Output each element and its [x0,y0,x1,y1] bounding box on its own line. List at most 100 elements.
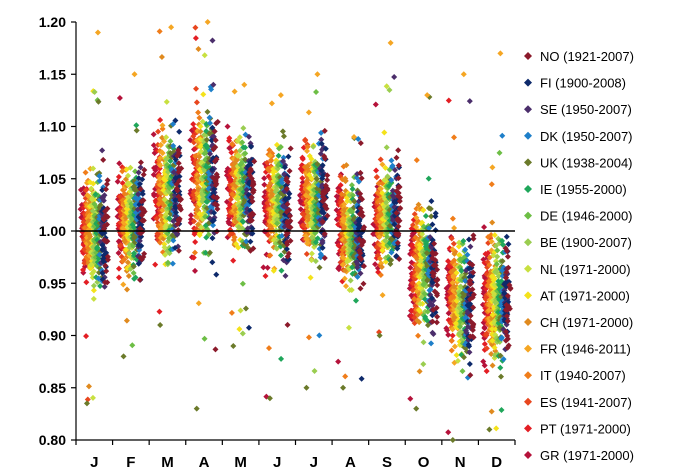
data-point [428,213,435,220]
data-point [176,128,183,135]
data-point [379,161,386,168]
data-point [337,182,344,189]
data-point [203,234,210,241]
data-point-outlier [407,395,414,402]
data-point [341,275,348,282]
data-point [410,251,417,258]
data-point [393,154,400,161]
data-point [239,139,246,146]
data-point [176,215,183,222]
data-point [90,295,97,302]
data-point [432,210,439,217]
legend-label: NL (1971-2000) [540,262,631,277]
data-point [341,201,348,208]
legend-label: FI (1900-2008) [540,76,626,91]
y-tick-label: 1.15 [39,66,66,82]
data-point [497,373,504,380]
data-point [287,145,294,152]
data-point [141,167,148,174]
data-point [124,191,131,198]
data-point [457,256,464,263]
data-point [224,123,231,130]
data-point [157,117,164,124]
data-point [210,193,217,200]
data-point [175,247,182,254]
y-tick-label: 0.90 [39,328,66,344]
data-point [240,144,247,151]
data-point [396,255,403,262]
data-point [135,169,142,176]
data-point [297,197,304,204]
data-point-outlier [89,394,96,401]
data-point [480,358,487,365]
data-point [321,230,328,237]
data-point [214,118,221,125]
data-point [310,143,317,150]
data-point [335,266,342,273]
data-point [233,241,240,248]
data-point [462,246,469,253]
data-point [140,171,147,178]
data-point [470,269,477,276]
data-point [428,198,435,205]
data-point [236,134,243,141]
data-point [453,269,460,276]
data-point [80,266,87,273]
data-point [460,354,467,361]
data-point [489,219,496,226]
data-point [489,325,496,332]
data-point [176,166,183,173]
data-point [319,162,326,169]
data-point-outlier [192,24,199,31]
data-point [247,161,254,168]
data-point [240,125,247,132]
data-point [270,169,277,176]
data-point [434,282,441,289]
data-point [455,243,462,250]
data-point [424,277,431,284]
x-tick-label: A [345,454,356,471]
data-point [280,133,287,140]
data-point [503,328,510,335]
data-point-max [497,50,504,57]
data-point-outlier [195,300,202,307]
data-point-outlier [83,333,90,340]
data-point [227,231,234,238]
data-point-outlier [85,383,92,390]
data-point [96,173,103,180]
data-point [100,194,107,201]
legend-label: CH (1971-2000) [540,315,633,330]
data-point [208,137,215,144]
data-point [506,282,513,289]
data-point [190,133,197,140]
legend-marker [524,451,532,459]
data-point [451,225,458,232]
data-point-outlier [236,326,243,333]
data-point [432,227,439,234]
data-point [191,249,198,256]
legend-label: UK (1938-2004) [540,155,633,170]
data-point [266,147,273,154]
data-point [420,281,427,288]
data-point [389,162,396,169]
data-point [156,195,163,202]
legend-label: GR (1971-2000) [540,448,634,463]
data-point-outlier [239,280,246,287]
data-point [460,237,467,244]
data-point [270,267,277,274]
data-point [159,134,166,141]
data-point [248,143,255,150]
data-point [493,242,499,249]
data-point [247,238,254,245]
data-point [116,160,123,167]
data-point [383,144,390,151]
data-point-outlier [129,342,136,349]
data-point-outlier [278,355,285,362]
data-point [499,241,506,248]
data-point [137,186,144,193]
data-point-outlier [313,88,320,95]
legend-label: AT (1971-2000) [540,288,630,303]
data-point [249,225,256,232]
legend-label: ES (1941-2007) [540,395,632,410]
data-point [314,160,321,167]
